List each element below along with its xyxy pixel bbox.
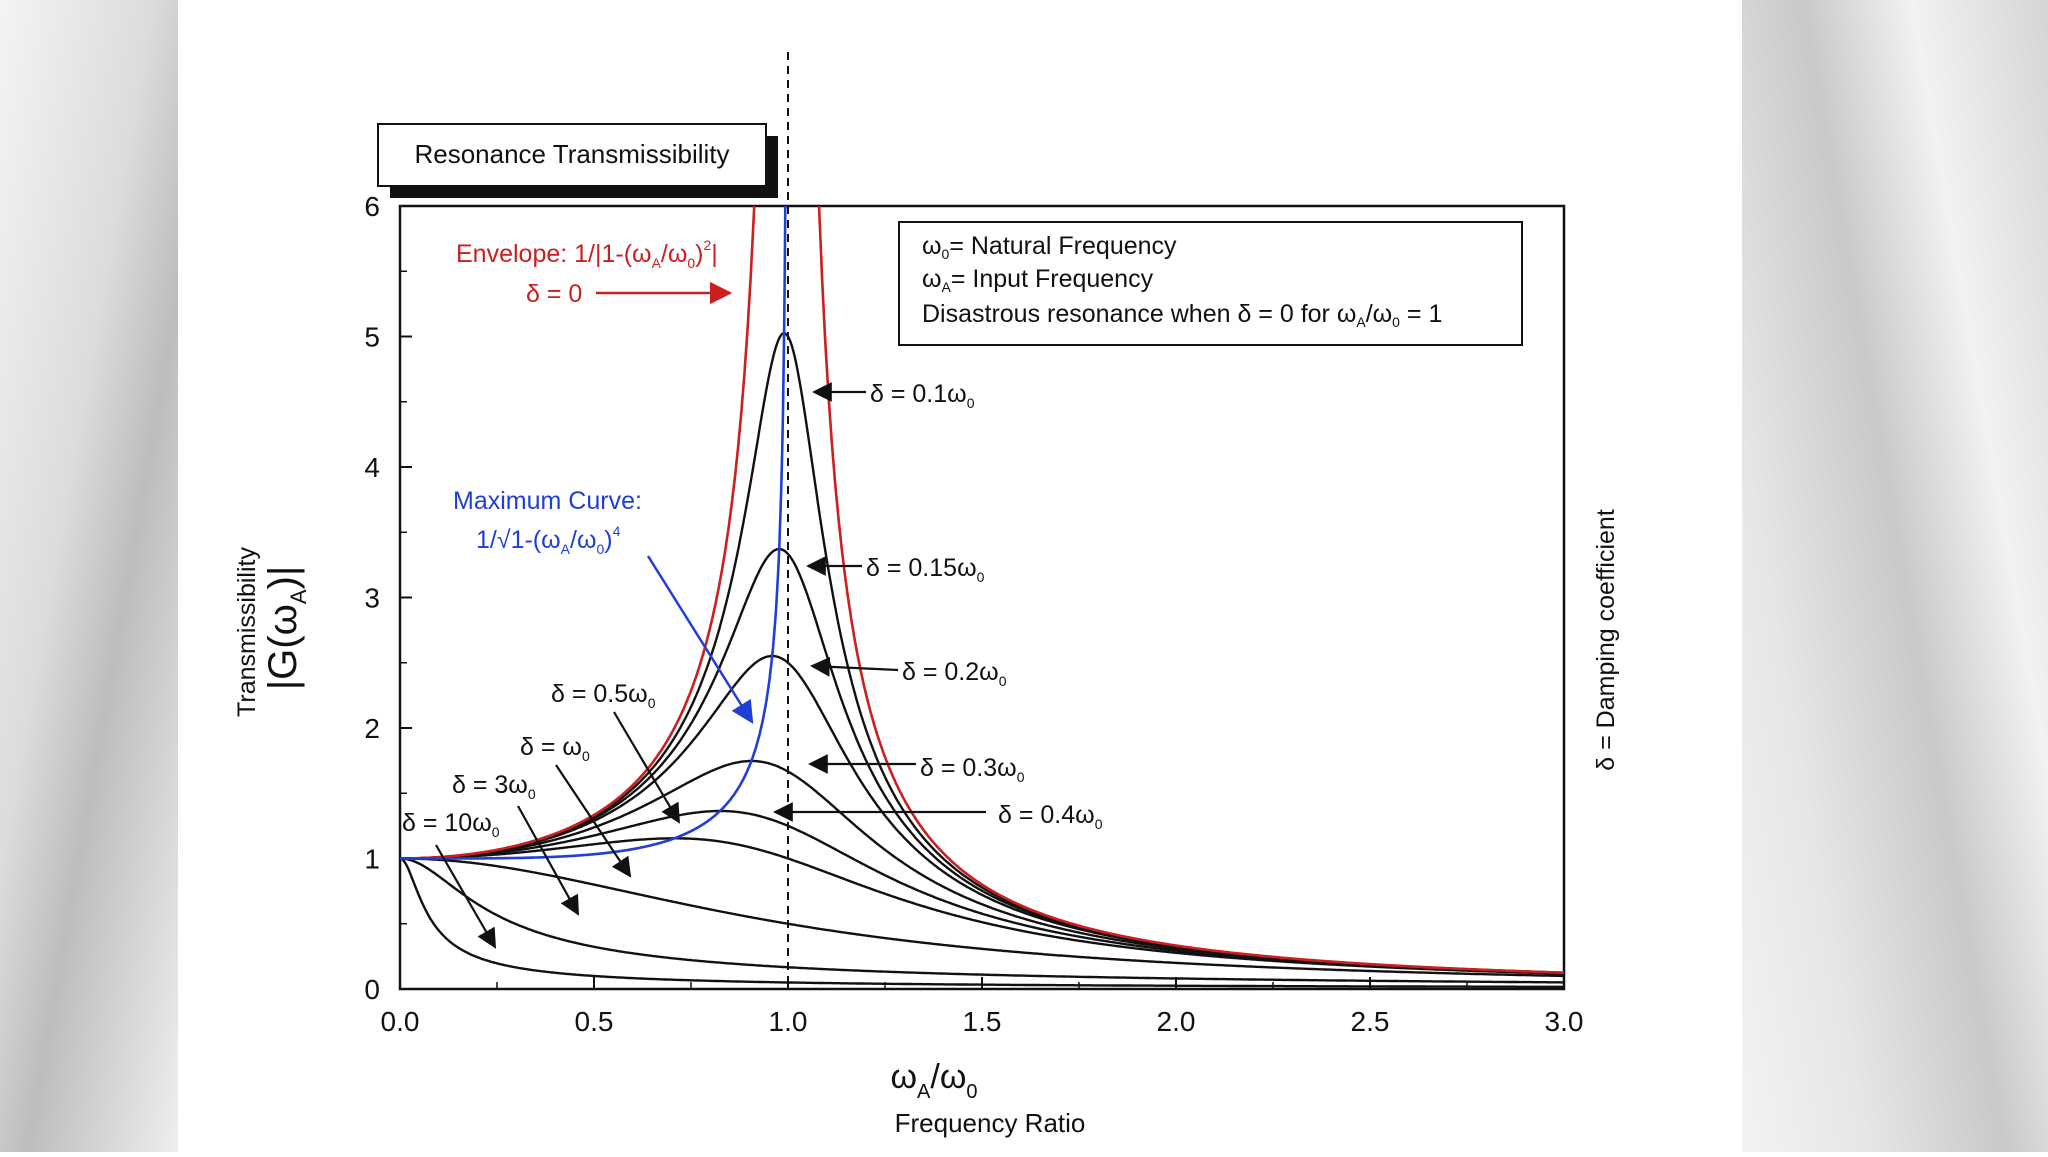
envelope-label: Envelope: 1/|1-(ωA/ω0)2| <box>456 237 718 271</box>
y-tick-label: 2 <box>364 713 380 744</box>
chart-title: Resonance Transmissibility <box>414 139 729 169</box>
slide: Resonance Transmissibility 0.0 0.5 1.0 1.5 2… <box>178 0 1742 1152</box>
series-label: δ = 0.3ω0 <box>920 754 1025 785</box>
series-label: δ = 3ω0 <box>452 771 536 802</box>
envelope-curve-right <box>817 206 1564 974</box>
x-tick-label: 2.0 <box>1157 1006 1196 1037</box>
legend-line-input: ωA= Input Frequency <box>922 265 1154 295</box>
damping-curve <box>400 837 1564 975</box>
legend-line-natural: ω0= Natural Frequency <box>922 232 1177 262</box>
damping-coefficient-label: δ = Damping coefficient <box>1592 509 1620 771</box>
x-tick-label: 0.5 <box>575 1006 614 1037</box>
max-curve-arrow <box>646 555 754 724</box>
series-label: δ = 0.2ω0 <box>902 658 1007 689</box>
series-arrow <box>435 844 496 949</box>
legend-box <box>898 221 1523 346</box>
series-arrow <box>613 711 681 824</box>
series-label: δ = ω0 <box>520 733 590 764</box>
y-tick-label: 3 <box>364 583 380 614</box>
damping-curve <box>400 331 1564 974</box>
x-tick-label: 1.5 <box>963 1006 1002 1037</box>
y-tick-label: 6 <box>364 191 380 222</box>
series-label: δ = 0.1ω0 <box>870 380 975 411</box>
y-axis-caption: Transmissibility <box>233 547 261 717</box>
y-tick-label: 1 <box>364 844 380 875</box>
y-tick-label: 5 <box>364 322 380 353</box>
damping-curve <box>400 857 1564 988</box>
envelope-curve-left <box>400 206 756 860</box>
damping-curve <box>400 857 1564 978</box>
resonance-chart: Resonance Transmissibility 0.0 0.5 1.0 1.5 2… <box>233 52 1620 1138</box>
title-box <box>377 123 767 187</box>
background-right-photo <box>1704 0 2048 1152</box>
x-tick-label: 3.0 <box>1545 1006 1584 1037</box>
series-label: δ = 0.15ω0 <box>866 554 985 585</box>
y-tick-label: 4 <box>364 452 380 483</box>
maximum-curve <box>400 206 787 860</box>
series-label: δ = 0.5ω0 <box>551 680 656 711</box>
damping-curve <box>400 857 1564 984</box>
x-axis-symbol: ωA/ω0 <box>890 1058 977 1103</box>
x-tick-label: 2.5 <box>1351 1006 1390 1037</box>
series-label: δ = 10ω0 <box>402 809 500 840</box>
y-axis-symbol: |G(ωA)| <box>261 566 311 690</box>
max-curve-label: Maximum Curve: <box>453 487 642 515</box>
x-axis-caption: Frequency Ratio <box>895 1108 1086 1138</box>
y-tick-label: 0 <box>364 974 380 1005</box>
x-tick-label: 0.0 <box>381 1006 420 1037</box>
max-curve-formula: 1/√1-(ωA/ω0)4 <box>476 523 621 557</box>
series-arrow <box>555 764 632 878</box>
series-label: δ = 0.4ω0 <box>998 801 1103 832</box>
envelope-delta-label: δ = 0 <box>526 280 582 308</box>
legend-line-disastrous: Disastrous resonance when δ = 0 for ωA/ω… <box>922 300 1442 330</box>
series-arrow <box>810 656 899 677</box>
background-left-photo <box>0 0 180 1152</box>
x-tick-label: 1.0 <box>769 1006 808 1037</box>
series-arrow <box>517 805 579 916</box>
